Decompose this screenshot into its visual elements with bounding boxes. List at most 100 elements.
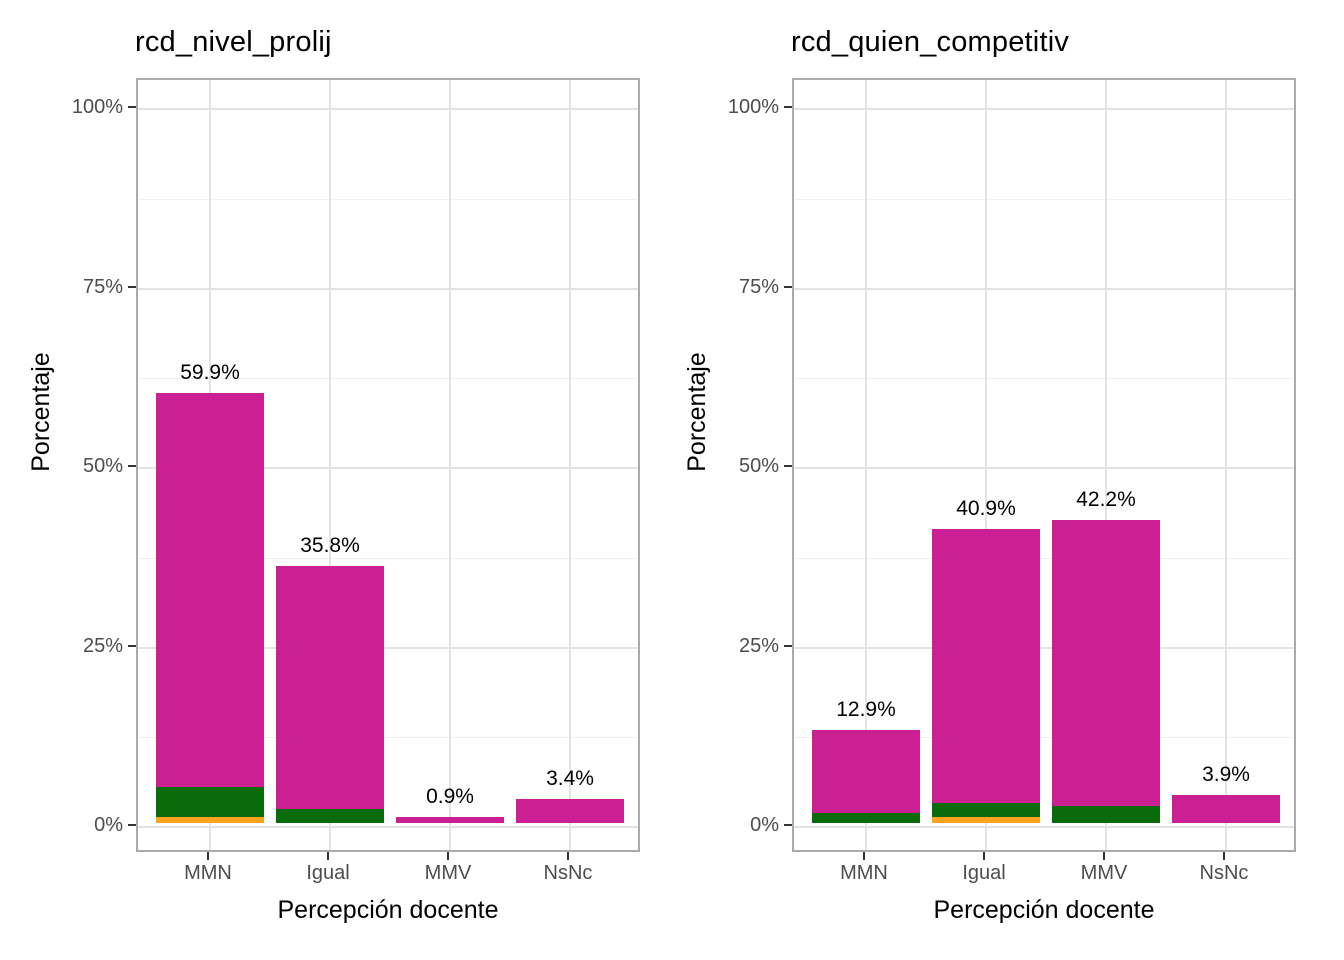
gridline-minor-y — [138, 378, 638, 380]
x-axis-title: Percepción docente — [933, 896, 1155, 924]
gridline-minor-y — [794, 737, 1294, 739]
gridline-major-y — [794, 467, 1294, 469]
bar-segment-green — [276, 809, 384, 823]
gridline-major-y — [138, 826, 638, 828]
gridline-major-x — [569, 80, 571, 850]
bar-value-label: 42.2% — [1076, 488, 1136, 512]
bar-segment-orange — [932, 816, 1040, 823]
gridline-minor-y — [138, 198, 638, 200]
bar-mmv — [1052, 520, 1160, 823]
gridline-major-x — [985, 80, 987, 850]
gridline-major-y — [794, 826, 1294, 828]
bar-value-label: 35.8% — [300, 533, 360, 557]
chart-title: rcd_nivel_prolij — [135, 26, 332, 58]
x-tick-label: NsNc — [543, 862, 593, 884]
x-axis-tick — [447, 852, 449, 860]
bar-segment-magenta — [276, 565, 384, 810]
x-axis-tick — [1223, 852, 1225, 860]
bar-value-label: 40.9% — [956, 497, 1016, 521]
x-axis-tick — [567, 852, 569, 860]
x-tick-label: MMV — [1080, 862, 1128, 884]
gridline-major-y — [138, 646, 638, 649]
bar-igual — [276, 565, 384, 823]
x-tick-label: Igual — [962, 862, 1006, 884]
x-axis-title: Percepción docente — [277, 896, 499, 924]
gridline-minor-y — [138, 737, 638, 739]
y-tick-label: 0% — [750, 814, 779, 836]
bar-segment-magenta — [812, 730, 920, 813]
bar-segment-magenta — [1052, 520, 1160, 806]
y-axis-tick — [784, 285, 792, 288]
y-axis-tick — [128, 465, 136, 467]
gridline-major-y — [138, 467, 638, 469]
x-axis-tick — [207, 852, 209, 860]
plot-panel: 12.9% 40.9% 42.2% 3.9% — [792, 78, 1296, 852]
bar-mmv — [396, 816, 504, 823]
y-tick-label: 100% — [727, 96, 779, 118]
bar-segment-green — [156, 787, 264, 818]
bar-mmn — [812, 730, 920, 823]
gridline-major-x — [1105, 80, 1107, 850]
y-tick-label: 50% — [82, 455, 123, 477]
gridline-minor-y — [794, 557, 1294, 559]
y-axis-tick — [784, 106, 792, 108]
y-tick-label: 100% — [71, 96, 123, 118]
gridline-minor-y — [138, 557, 638, 559]
y-axis-tick — [128, 644, 136, 647]
y-tick-label: 75% — [82, 275, 123, 298]
bar-value-label: 12.9% — [836, 698, 896, 722]
gridline-minor-y — [794, 198, 1294, 200]
plot-panel: 59.9% 35.8% 0.9% 3.4% — [136, 78, 640, 852]
gridline-major-y — [794, 108, 1294, 110]
y-axis-tick — [784, 824, 792, 826]
gridline-major-y — [138, 108, 638, 110]
gridline-minor-y — [794, 378, 1294, 380]
y-tick-label: 75% — [738, 275, 779, 298]
gridline-major-x — [329, 80, 331, 850]
gridline-major-x — [865, 80, 867, 850]
bar-segment-green — [1052, 805, 1160, 823]
y-axis-title: Porcentaje — [683, 351, 711, 472]
y-axis-tick — [128, 824, 136, 826]
bar-mmn — [156, 392, 264, 823]
bar-segment-green — [932, 802, 1040, 817]
y-tick-label: 50% — [738, 455, 779, 477]
gridline-major-y — [794, 287, 1294, 290]
gridline-major-x — [449, 80, 451, 850]
gridline-major-y — [794, 646, 1294, 649]
x-tick-label: Igual — [306, 862, 350, 884]
x-tick-label: NsNc — [1199, 862, 1249, 884]
gridline-major-y — [138, 287, 638, 290]
y-axis-tick — [784, 465, 792, 467]
x-tick-label: MMN — [184, 862, 232, 884]
bar-value-label: 3.9% — [1202, 763, 1250, 786]
bar-segment-magenta — [516, 798, 624, 823]
bar-igual — [932, 529, 1040, 823]
bar-segment-magenta — [932, 529, 1040, 803]
x-axis-tick — [327, 852, 329, 860]
x-axis-tick — [863, 852, 865, 860]
y-tick-label: 0% — [94, 814, 123, 836]
y-axis-tick — [784, 644, 792, 647]
x-tick-label: MMN — [840, 862, 888, 884]
bar-segment-green — [812, 812, 920, 823]
x-axis-tick — [1103, 852, 1105, 860]
y-axis-tick — [128, 106, 136, 108]
bar-nsnc — [1172, 795, 1280, 823]
x-tick-label: MMV — [424, 862, 472, 884]
bar-segment-orange — [156, 817, 264, 823]
y-axis-tick — [128, 285, 136, 288]
bar-value-label: 0.9% — [426, 784, 474, 808]
gridline-major-x — [1225, 80, 1227, 850]
bar-value-label: 59.9% — [180, 360, 240, 384]
bar-nsnc — [516, 798, 624, 823]
bar-segment-magenta — [1172, 795, 1280, 823]
bar-segment-magenta — [156, 392, 264, 788]
y-tick-label: 25% — [738, 634, 779, 657]
x-axis-tick — [983, 852, 985, 860]
bar-segment-magenta — [396, 816, 504, 823]
y-tick-label: 25% — [82, 634, 123, 657]
